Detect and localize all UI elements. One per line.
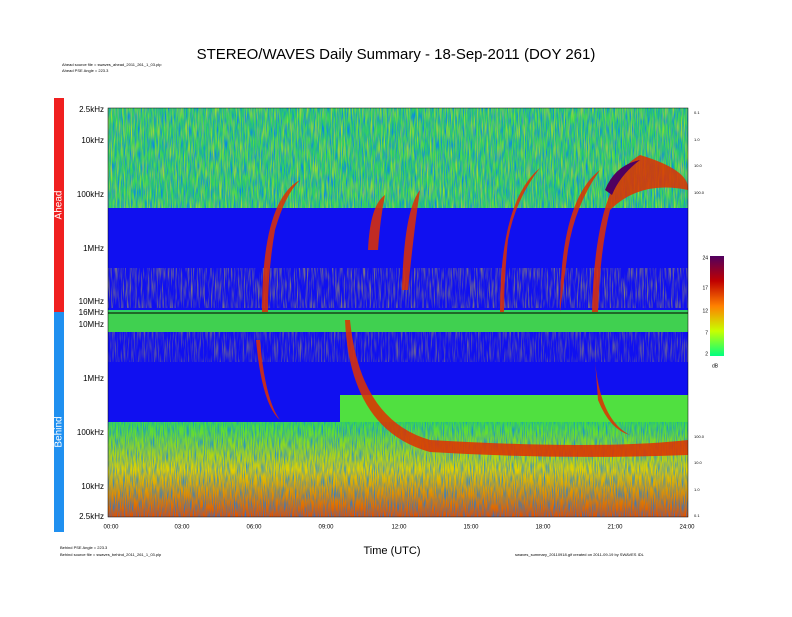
colorbar-tick: 7 — [705, 330, 708, 336]
right-tick-label: 10.0 — [694, 460, 703, 465]
x-tick-label: 03:00 — [174, 525, 190, 531]
x-tick-label: 15:00 — [463, 525, 479, 531]
colorbar-tick: 2 — [705, 351, 708, 357]
colorbar — [710, 256, 724, 356]
x-tick-label: 12:00 — [391, 525, 407, 531]
y-tick-label: 1MHz — [83, 374, 104, 383]
spectrogram — [108, 108, 689, 517]
right-tick-label: 0.1 — [694, 513, 700, 518]
source-label: Ahead source file = swaves_ahead_2011_26… — [62, 62, 162, 67]
y-tick-label: 10MHz — [79, 297, 104, 306]
plot-frame — [107, 107, 689, 518]
panel-label: Ahead — [54, 191, 65, 220]
ahead-bar — [54, 98, 64, 312]
right-tick-label: 0.1 — [694, 110, 700, 115]
y-tick-label: 10kHz — [81, 136, 104, 145]
y-tick-label: 10kHz — [81, 482, 104, 491]
angle-label: Behind PSE Angle = 223.3 — [60, 545, 108, 550]
panel-label: Behind — [54, 416, 65, 447]
y-tick-label: 2.5kHz — [79, 512, 104, 521]
x-tick-label: 24:00 — [679, 525, 695, 531]
angle-label: Ahead PSE Angle = 223.3 — [62, 68, 109, 73]
x-tick-label: 21:00 — [607, 525, 623, 531]
x-tick-label: 06:00 — [246, 525, 262, 531]
colorbar-tick: 24 — [702, 255, 708, 261]
colorbar-tick: 17 — [702, 285, 708, 291]
y-tick-label: 16MHz — [79, 308, 104, 317]
colorbar-unit: dB — [712, 363, 719, 369]
x-tick-label: 18:00 — [535, 525, 551, 531]
right-tick-label: 1.0 — [694, 487, 700, 492]
colorbar-tick: 12 — [702, 308, 708, 314]
right-tick-label: 100.0 — [694, 190, 705, 195]
title: STEREO/WAVES Daily Summary - 18-Sep-2011… — [197, 46, 596, 63]
footer-note: swaves_summary_20110918.gif created on 2… — [515, 552, 645, 557]
source-label: Behind source file = swaves_behind_2011_… — [60, 552, 162, 557]
x-tick-label: 00:00 — [103, 525, 119, 531]
y-tick-label: 10MHz — [79, 320, 104, 329]
x-tick-label: 09:00 — [318, 525, 334, 531]
y-tick-label: 100kHz — [77, 190, 104, 199]
x-axis-label: Time (UTC) — [363, 545, 420, 557]
y-tick-label: 1MHz — [83, 244, 104, 253]
y-tick-label: 100kHz — [77, 428, 104, 437]
behind-bar — [54, 312, 64, 532]
y-tick-label: 2.5kHz — [79, 105, 104, 114]
right-tick-label: 1.0 — [694, 137, 700, 142]
right-tick-label: 100.0 — [694, 434, 705, 439]
right-tick-label: 10.0 — [694, 163, 703, 168]
